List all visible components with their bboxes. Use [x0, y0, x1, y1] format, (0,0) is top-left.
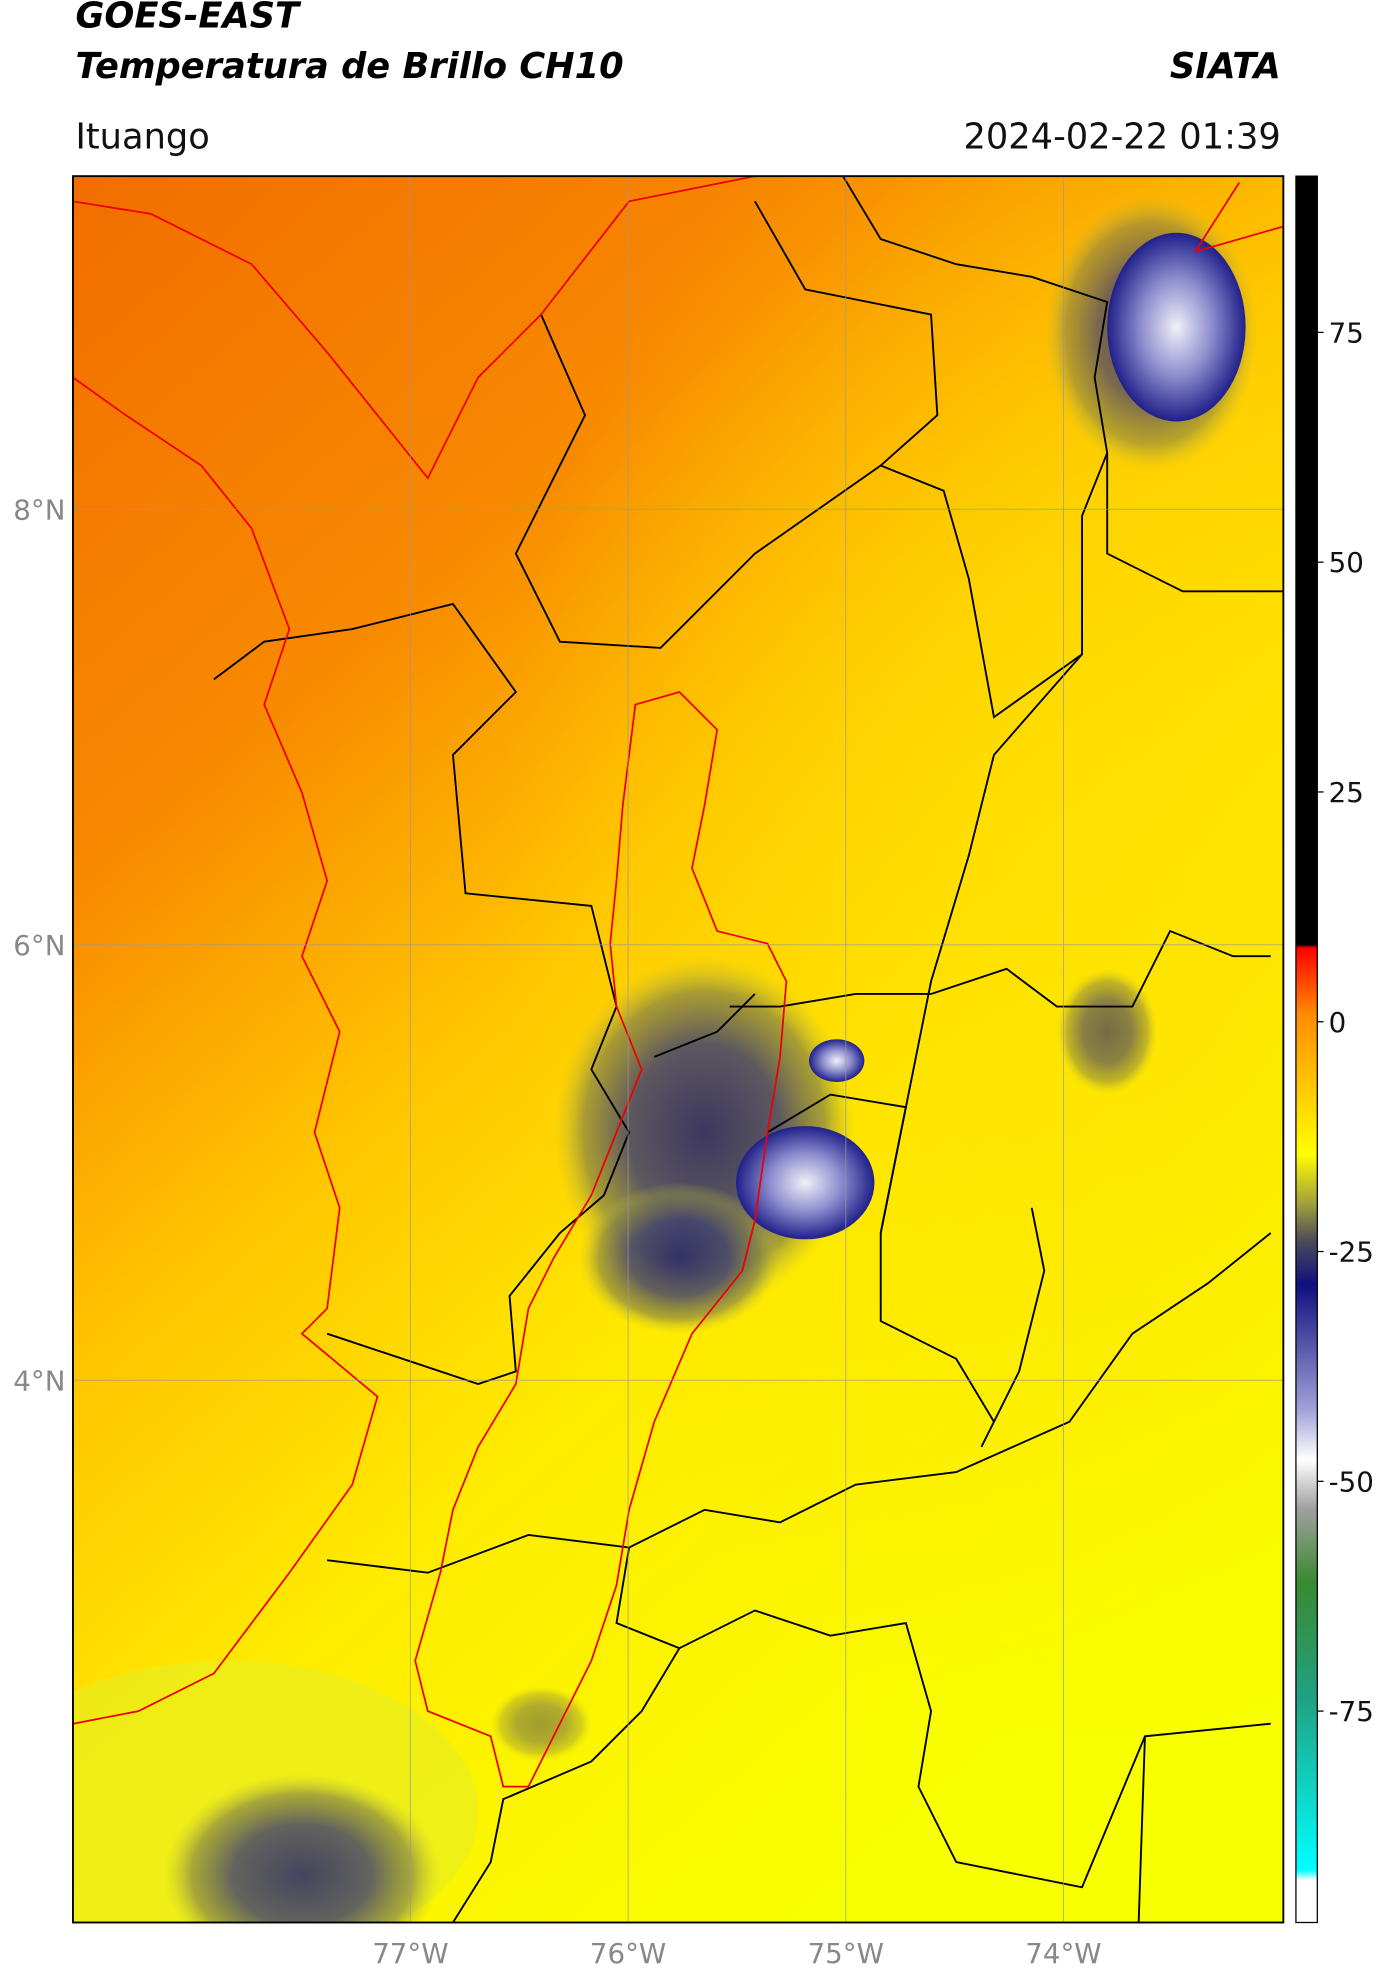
- colorbar-tick-label: 0: [1329, 1006, 1347, 1039]
- source: SIATA: [1170, 46, 1281, 87]
- colorbar-tick-label: 75: [1329, 316, 1364, 349]
- cloud: [490, 1685, 592, 1762]
- colorbar-tick-label: -50: [1329, 1465, 1374, 1498]
- coastline-and-outline: [72, 176, 1284, 1788]
- cloud: [163, 1774, 441, 1923]
- datetime: 2024-02-22 01:39: [963, 116, 1280, 157]
- colorbar-tick-label: 50: [1329, 546, 1364, 579]
- colorbar-tick-label: -25: [1329, 1236, 1374, 1269]
- cloud: [578, 1182, 781, 1334]
- y-tick-label: 4°N: [13, 1364, 65, 1397]
- subtitle: Temperatura de Brillo CH10: [75, 46, 623, 87]
- colorbar: [1295, 175, 1318, 1924]
- cloud-core: [1107, 232, 1246, 422]
- map-image: [72, 176, 1284, 1923]
- location: Ituango: [75, 116, 209, 157]
- x-tick-label: 77°W: [372, 1937, 448, 1970]
- colorbar-tick-label: -75: [1329, 1695, 1374, 1728]
- map-ticks: 77°W 76°W 75°W 74°W 8°N 6°N 4°N: [13, 493, 1101, 1969]
- map-frame: [72, 175, 1285, 1924]
- colorbar-tick-label: 25: [1329, 776, 1364, 809]
- title: GOES-EAST: [75, 0, 302, 37]
- cloud: [1056, 968, 1158, 1095]
- x-tick-label: 75°W: [808, 1937, 884, 1970]
- x-tick-label: 74°W: [1025, 1937, 1101, 1970]
- borders: [213, 176, 1284, 1923]
- y-tick-label: 6°N: [13, 929, 65, 962]
- cloud-core: [809, 1039, 865, 1083]
- grid: [72, 176, 1284, 1923]
- y-tick-label: 8°N: [13, 493, 65, 526]
- colorbar-ticks: -75 -50 -25 0 25 50 75: [1317, 316, 1374, 1728]
- x-tick-label: 76°W: [590, 1937, 666, 1970]
- cloud-core: [736, 1126, 875, 1240]
